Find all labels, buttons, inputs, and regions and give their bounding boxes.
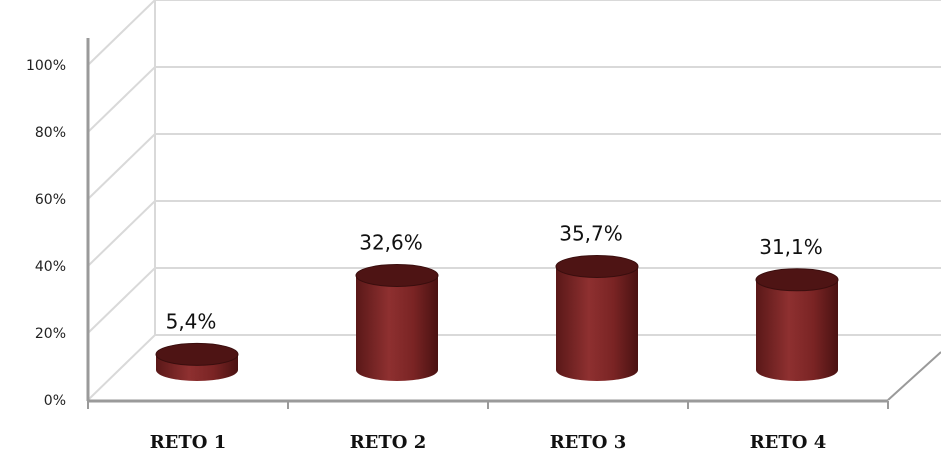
bar-cylinder (355, 263, 439, 381)
x-tick-label: RETO 3 (550, 432, 627, 453)
data-label: 32,6% (359, 230, 423, 254)
floor-edge (887, 351, 941, 401)
y-tick-label: 40% (35, 259, 66, 275)
y-tick-label: 80% (35, 125, 66, 141)
gridline (87, 66, 941, 133)
bar-cylinder (155, 342, 239, 381)
gridline (87, 0, 941, 66)
axes (86, 38, 941, 409)
bar-cylinder (755, 268, 839, 381)
gridline (87, 133, 941, 200)
data-label: 5,4% (166, 309, 217, 333)
bars (155, 254, 839, 381)
y-tick-label: 60% (35, 192, 66, 208)
gridlines (87, 0, 941, 401)
y-tick-label: 0% (44, 393, 66, 409)
data-label: 35,7% (559, 221, 623, 245)
x-tick-label: RETO 4 (750, 432, 827, 453)
y-tick-label: 20% (35, 326, 66, 342)
x-tick-label: RETO 2 (350, 432, 427, 453)
labels: 0% 20% 40% 60% 80% 100% 5,4% RETO 1 32,6% RETO 2 3… (26, 58, 826, 453)
y-tick-label: 100% (26, 58, 66, 74)
x-tick-label: RETO 1 (150, 432, 227, 453)
data-label: 31,1% (759, 235, 823, 259)
bar-cylinder (555, 254, 639, 381)
